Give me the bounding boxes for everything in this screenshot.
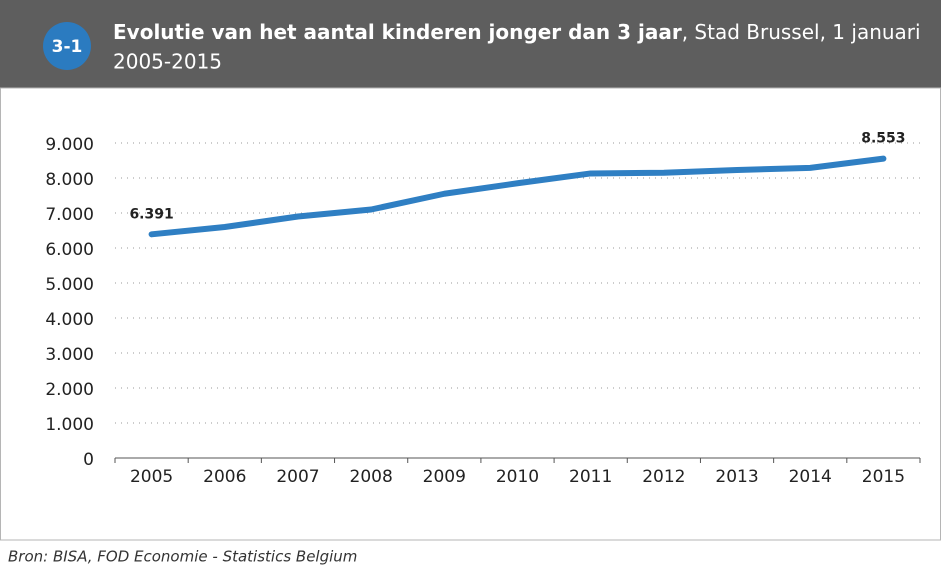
title-main: Evolutie van het aantal kinderen jonger … [113,20,682,44]
source-note: Bron: BISA, FOD Economie - Statistics Be… [8,548,357,566]
header-band [0,0,941,88]
y-tick-label: 3.000 [45,345,94,365]
x-tick-label: 2011 [569,467,612,487]
y-tick-label: 2.000 [45,380,94,400]
y-tick-label: 1.000 [45,415,94,435]
x-tick-label: 2012 [642,467,685,487]
title-suffix: , Stad Brussel, 1 januari [682,20,921,44]
badge-label: 3-1 [52,37,83,57]
x-tick-label: 2015 [862,467,905,487]
y-tick-label: 4.000 [45,310,94,330]
y-tick-label: 6.000 [45,240,94,260]
y-tick-label: 8.000 [45,170,94,190]
x-tick-label: 2008 [350,467,393,487]
y-tick-label: 9.000 [45,135,94,155]
badge-circle [43,22,91,70]
value-label: 8.553 [861,131,905,147]
y-tick-label: 5.000 [45,275,94,295]
title-line2: 2005-2015 [113,50,222,74]
y-tick-label: 7.000 [45,205,94,225]
data-line [148,155,887,238]
x-tick-label: 2005 [130,467,173,487]
value-label: 6.391 [129,206,173,222]
x-tick-label: 2009 [423,467,466,487]
x-tick-label: 2014 [789,467,832,487]
x-tick-label: 2007 [276,467,319,487]
chart-title: Evolutie van het aantal kinderen jonger … [113,20,921,44]
x-tick-label: 2010 [496,467,539,487]
x-tick-label: 2006 [203,467,246,487]
y-tick-label: 0 [83,450,94,470]
x-tick-label: 2013 [715,467,758,487]
